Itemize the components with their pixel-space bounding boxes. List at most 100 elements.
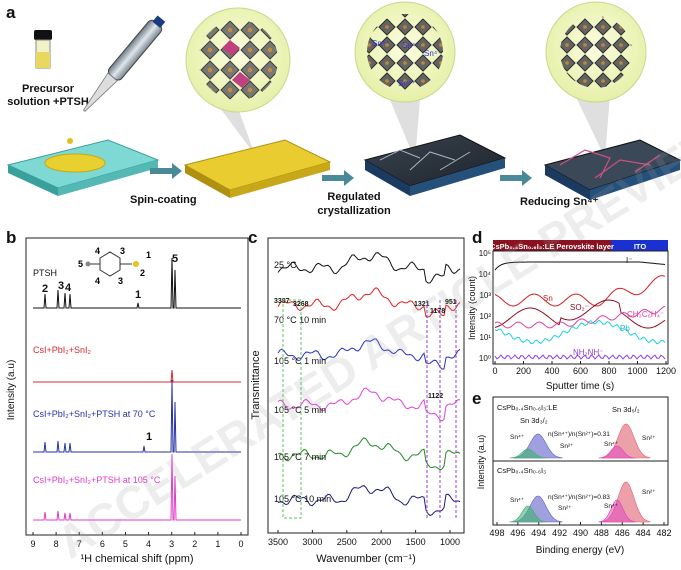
d-ytick-label: 10⁰ (479, 354, 491, 363)
d-label-sn: Sn (543, 294, 553, 303)
mol-label-7: 2 (140, 268, 145, 278)
d-tick-label: 800 (601, 366, 616, 376)
d-label-ch3: CH₃C₆H₄⁻ (627, 310, 664, 319)
panel-b-frame (25, 237, 249, 536)
panel-b-xticks: 9 8 7 6 5 4 3 2 1 0 (30, 532, 244, 549)
e-tick-label: 482 (656, 528, 671, 538)
d-series-line (494, 275, 666, 307)
b-trace (33, 257, 241, 309)
d-series-line (494, 305, 666, 329)
panel-e-labels: CsPb₀.₄Sn₀.₆I₃:LE Sn 3d₃/₂ Sn 3d₅/₂ n(Sn… (497, 403, 656, 512)
d-series-line (494, 299, 666, 329)
pipette (82, 15, 166, 112)
panel-e-xlabel: Binding energy (eV) (536, 545, 624, 556)
e-top-sn32: Sn 3d₃/₂ (520, 416, 548, 425)
b-trace (33, 379, 241, 453)
sn4-ion-2: Sn⁴⁺ (402, 41, 419, 50)
panel-d-series-labels: I⁻ Sn SO₂⁻ CH₃C₆H₄⁻ Pb NH₂NH⁻ (543, 256, 664, 357)
d-label-i: I⁻ (626, 256, 632, 265)
arrow-2 (322, 170, 354, 186)
c-peak-3387: 3387 (274, 298, 290, 305)
droplet (67, 138, 73, 144)
panel-c: c Transmittance Wavenumber (cm⁻¹) 3500 30… (248, 228, 465, 565)
c-trace (277, 437, 461, 471)
b-tick-label: 5 (123, 539, 128, 549)
sn4-ion-4: Sn⁴⁺ (398, 79, 415, 88)
e-tick-label: 490 (573, 528, 588, 538)
e-peak-fill (598, 445, 636, 459)
d-ytick-label: 10² (479, 312, 491, 321)
b-tick-label: 3 (169, 539, 174, 549)
b-tick-label: 4 (146, 539, 151, 549)
substrate-dark-2 (543, 139, 681, 200)
ptsh-molecule: 4 3 5 4 3 1 2 (78, 246, 151, 286)
mol-label-1: 4 (95, 246, 100, 256)
sn4-ion-3: Sn⁴⁺ (424, 49, 441, 58)
c-label-25: 25 °C (274, 260, 297, 270)
e-bottom-title: CsPb₀.₄Sn₀.₆I₃ (497, 466, 546, 475)
d-tick-label: 400 (544, 366, 559, 376)
e-tick-label: 484 (636, 528, 651, 538)
precursor-vial (34, 30, 52, 69)
c-peak-1122: 1122 (428, 393, 443, 400)
panel-c-traces (277, 252, 461, 517)
bubble-2: Sn⁴⁺ Sn⁴⁺ Sn⁴⁺ Sn⁴⁺ (354, 1, 456, 160)
panel-c-xticks: 3500 3000 2500 2000 1500 1000 (268, 530, 460, 547)
panel-e-xticks: 498 496 494 492 490 488 486 484 482 (489, 522, 672, 538)
peak-label-2: 2 (42, 283, 48, 295)
banner-ito (611, 240, 668, 251)
regulated-label-1: Regulated (327, 191, 380, 203)
panel-c-guides (282, 299, 457, 520)
c-tick-label: 1500 (406, 537, 426, 547)
panel-e-ylabel: Intensity (a.u) (476, 435, 486, 490)
e-tick-label: 496 (510, 528, 525, 538)
panel-d-traces (494, 261, 666, 360)
e-peak-fill (509, 448, 547, 459)
panel-label-a: a (6, 3, 16, 22)
trace-label-csi: CsI+PbI₂+SnI₂ (33, 345, 92, 355)
panel-c-frame (267, 237, 465, 534)
peak-label-1a: 1 (135, 289, 141, 301)
banner-perovskite (493, 240, 611, 251)
c-label-105-1: 105 °C 1 min (274, 356, 326, 366)
c-trace (277, 287, 461, 318)
mol-label-3: 5 (78, 259, 83, 269)
c-trace (277, 252, 461, 284)
panel-c-ylabel: Transmittance (250, 350, 262, 419)
mol-label-6: 1 (146, 250, 151, 260)
b-trace (33, 453, 241, 521)
b-trace (33, 369, 241, 383)
panel-e: e Intensity (a.u) Binding energy (eV) 49… (472, 389, 672, 556)
e-bottom-sn4-r: Sn⁴⁺ (604, 503, 619, 510)
panel-label-e: e (472, 389, 481, 408)
b-tick-label: 9 (30, 539, 35, 549)
panel-c-xlabel: Wavenumber (cm⁻¹) (316, 553, 416, 565)
e-tick-label: 488 (594, 528, 609, 538)
e-top-ratio: n(Sn⁴⁺)/n(Sn²⁺)=0.31 (548, 431, 610, 438)
d-tick-label: 600 (573, 366, 588, 376)
panel-label-c: c (248, 228, 257, 247)
mol-label-4: 4 (95, 276, 100, 286)
panel-c-trace-labels: 25 °C 70 °C 10 min 105 °C 1 min 105 °C 5… (274, 260, 331, 504)
c-label-105-5: 105 °C 5 min (274, 405, 326, 415)
c-trace (277, 387, 461, 422)
b-tick-label: 7 (77, 539, 82, 549)
e-tick-label: 492 (552, 528, 567, 538)
precursor-label-1: Precursor (22, 83, 75, 95)
panel-b-ylabel: Intensity (a.u) (6, 360, 17, 421)
d-series-line (494, 261, 666, 271)
panel-d-xlabel: Sputter time (s) (546, 381, 614, 392)
b-tick-label: 6 (100, 539, 105, 549)
arrow-3 (500, 170, 532, 186)
sn4-ion-1: Sn⁴⁺ (372, 39, 389, 48)
precursor-label-2: solution +PTSH (7, 96, 89, 108)
trace-label-105c: CsI+PbI₂+SnI₂+PTSH at 105 °C (33, 475, 161, 485)
panel-b: b Intensity (a.u) ¹H chemical shift (ppm… (6, 228, 249, 565)
panel-e-peaks (509, 423, 651, 523)
peak-label-3: 3 (58, 280, 64, 292)
c-label-105-7: 105 °C 7 min (274, 452, 326, 462)
bubble-1 (185, 7, 291, 155)
d-series-line (494, 319, 666, 345)
b-tick-label: 8 (54, 539, 59, 549)
e-bottom-sn2-r: Sn²⁺ (642, 489, 656, 496)
